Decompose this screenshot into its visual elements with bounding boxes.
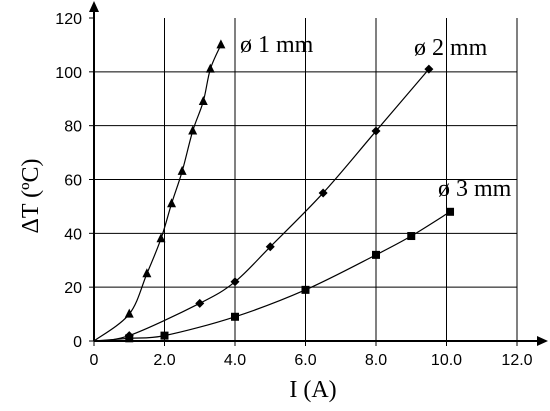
- data-point-triangle: [124, 308, 134, 318]
- data-point-diamond: [371, 126, 381, 136]
- y-axis-title: ΔT (ºC): [18, 158, 44, 233]
- x-tick-label: 12.0: [501, 352, 532, 369]
- y-tick-label: 100: [55, 65, 82, 82]
- x-tick-label: 10.0: [431, 352, 462, 369]
- series-line-1: [93, 68, 430, 342]
- data-point-triangle: [216, 39, 226, 49]
- series-label-2mm: ø 2 mm: [414, 35, 488, 61]
- data-point-square: [407, 232, 416, 241]
- data-point-triangle: [167, 198, 177, 208]
- x-tick-label: 4.0: [224, 352, 246, 369]
- data-point-diamond: [265, 242, 275, 252]
- axes: [89, 1, 548, 346]
- x-tick-label: 8.0: [365, 352, 387, 369]
- y-tick-label: 80: [64, 119, 82, 136]
- y-tick-label: 60: [64, 173, 82, 190]
- data-point-square: [301, 285, 310, 294]
- series-markers: [124, 39, 455, 343]
- series-line-2: [93, 211, 451, 342]
- y-axis-arrow: [89, 1, 99, 12]
- x-tick-label: 6.0: [294, 352, 316, 369]
- x-tick-label: 2.0: [153, 352, 175, 369]
- x-tick-label: 0: [90, 352, 99, 369]
- tick-labels: 0 2.0 4.0 6.0 8.0 10.0 12.0 0 20 40 60 80 100 120: [55, 11, 532, 369]
- data-point-square: [125, 334, 134, 343]
- y-tick-label: 20: [64, 280, 82, 297]
- series-curves: [93, 44, 451, 342]
- data-point-triangle: [156, 233, 166, 243]
- data-point-square: [446, 207, 455, 216]
- series-label-1mm: ø 1 mm: [240, 32, 314, 58]
- data-point-triangle: [198, 95, 208, 105]
- data-point-triangle: [177, 165, 187, 175]
- data-point-triangle: [142, 268, 152, 278]
- y-tick-label: 40: [64, 226, 82, 243]
- data-point-diamond: [230, 277, 240, 287]
- data-point-square: [231, 312, 239, 321]
- data-point-diamond: [318, 188, 328, 198]
- series-line-0: [93, 44, 222, 342]
- x-axis-title: I (A): [289, 377, 336, 403]
- data-point-square: [372, 250, 380, 259]
- data-point-triangle: [205, 63, 215, 73]
- data-point-diamond: [195, 298, 205, 308]
- x-axis-arrow: [537, 336, 548, 346]
- data-point-diamond: [424, 64, 434, 74]
- y-tick-label: 120: [55, 11, 82, 28]
- series-label-3mm: ø 3 mm: [438, 176, 512, 202]
- data-point-triangle: [188, 125, 198, 135]
- y-tick-label: 0: [73, 334, 82, 351]
- data-point-square: [160, 331, 169, 340]
